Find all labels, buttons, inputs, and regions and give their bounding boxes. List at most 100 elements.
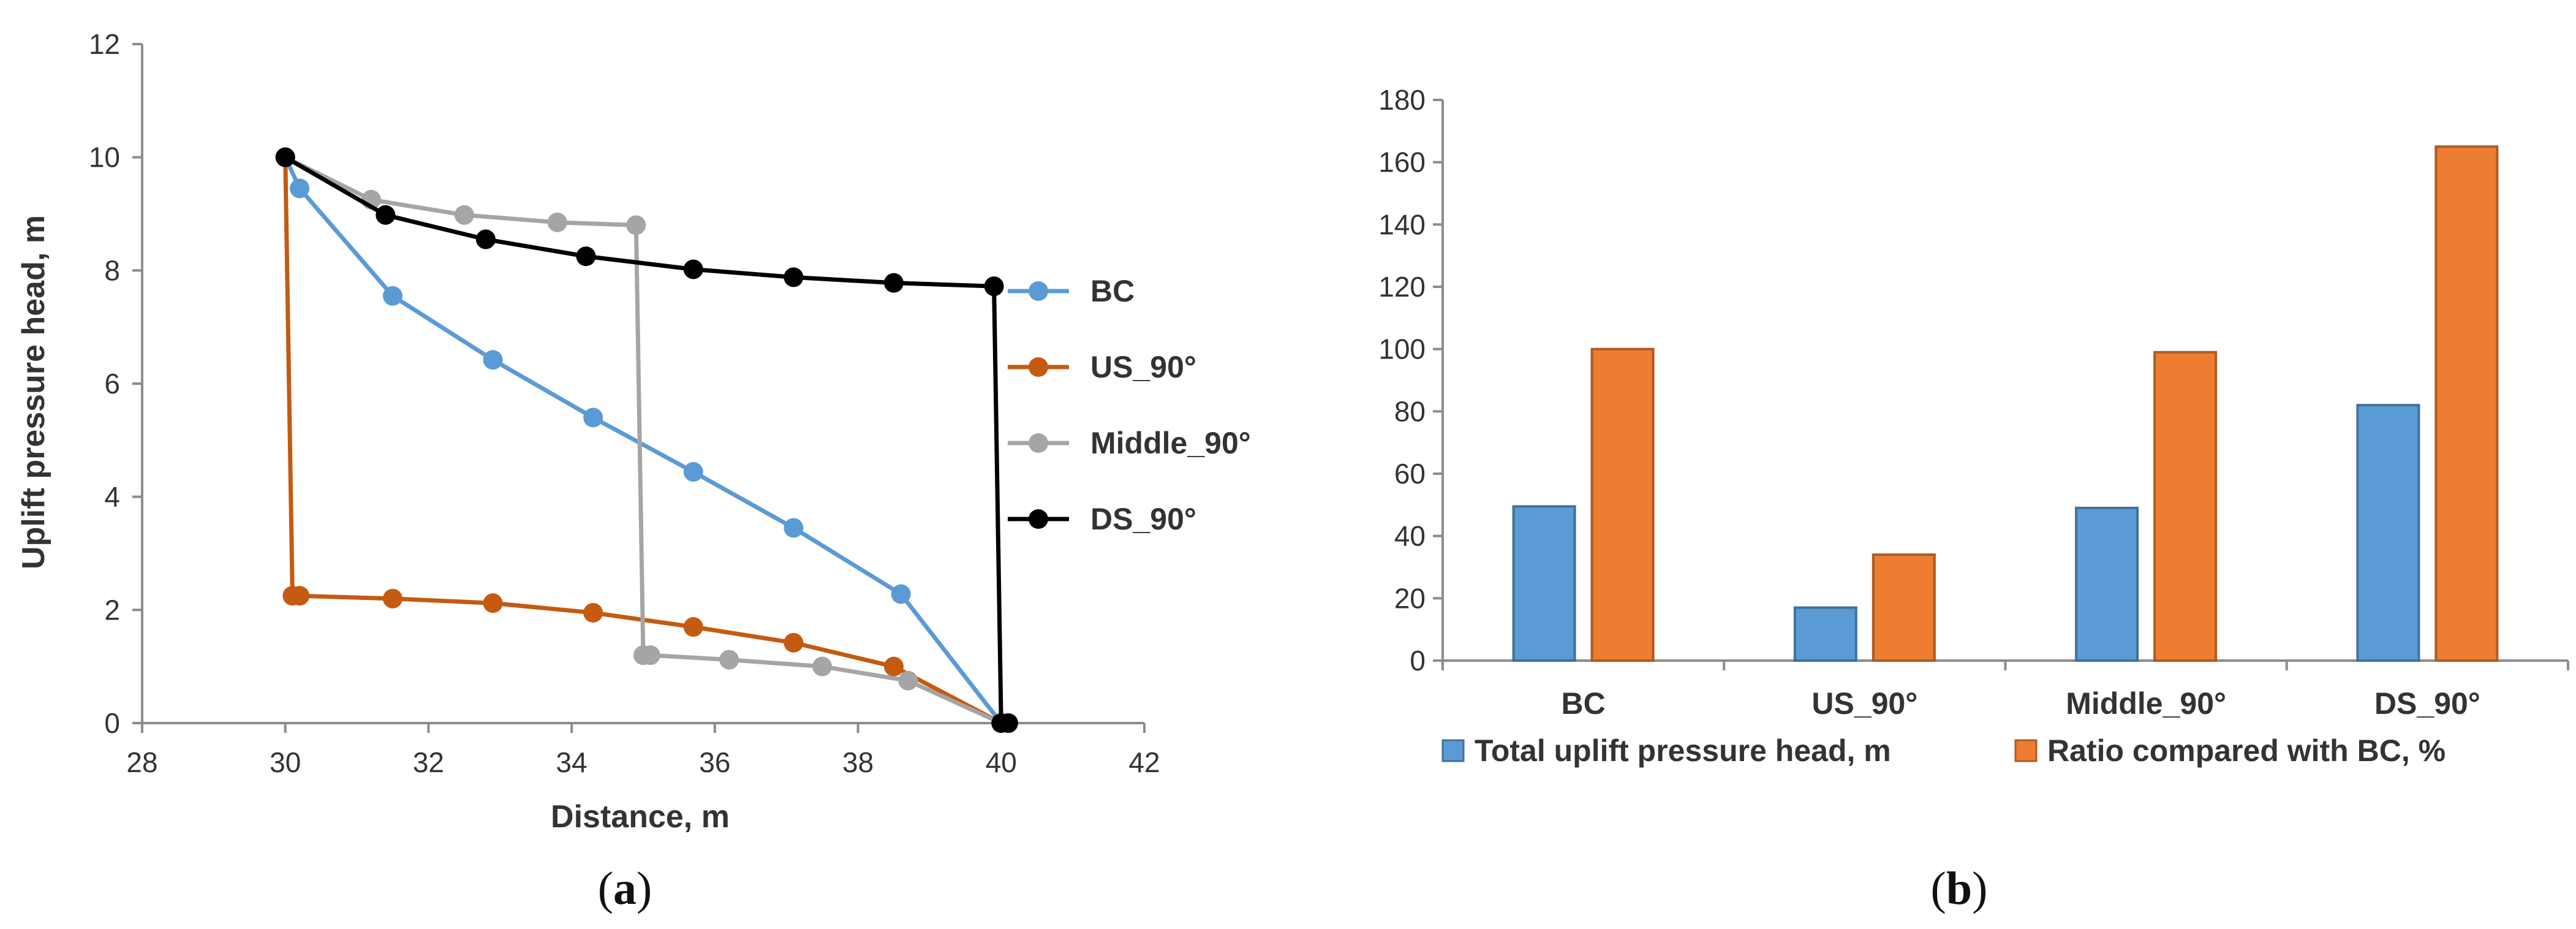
data-point bbox=[719, 650, 739, 670]
legend-swatch bbox=[2014, 739, 2038, 762]
y-tick-label: 2 bbox=[104, 594, 120, 626]
data-point bbox=[583, 602, 603, 623]
legend-label: Middle_90° bbox=[1090, 426, 1251, 460]
x-tick-label: 38 bbox=[842, 746, 874, 778]
category-label: US_90° bbox=[1811, 686, 1917, 721]
series-line bbox=[284, 155, 1002, 726]
y-tick-labels: 0 20 40 60 80 100 120 140 160 180 bbox=[1378, 84, 1426, 677]
data-point bbox=[454, 205, 474, 225]
legend-label: BC bbox=[1090, 274, 1135, 308]
y-tick-label: 40 bbox=[1394, 520, 1426, 552]
series-line bbox=[284, 155, 1008, 726]
y-tick-label: 20 bbox=[1394, 582, 1426, 614]
y-tick-labels: 0 2 4 6 8 10 12 bbox=[89, 28, 120, 739]
category-label: Middle_90° bbox=[2066, 686, 2226, 721]
y-tick-label: 12 bbox=[89, 28, 120, 60]
bar-total-uplift bbox=[1793, 606, 1857, 662]
bar-ratio bbox=[1590, 347, 1655, 662]
line-chart-panel: 0 2 4 6 8 10 12 28 30 32 34 36 38 40 42 Uplift pressu… bbox=[16, 28, 1251, 835]
data-point bbox=[626, 215, 646, 235]
y-tick-label: 80 bbox=[1394, 395, 1426, 427]
data-point bbox=[984, 276, 1004, 297]
bar-chart-panel: 0 20 40 60 80 100 120 140 160 180 BC US_90° Middle_… bbox=[1378, 84, 2569, 768]
legend-marker bbox=[1029, 357, 1048, 377]
category-label: BC bbox=[1562, 686, 1606, 721]
series-DS_90° bbox=[275, 147, 1018, 733]
y-tick-label: 0 bbox=[104, 707, 120, 739]
legend-label: DS_90° bbox=[1090, 502, 1196, 536]
data-point bbox=[998, 713, 1018, 733]
data-point bbox=[290, 178, 310, 199]
data-point bbox=[812, 656, 833, 677]
data-point bbox=[884, 656, 904, 677]
data-point bbox=[884, 273, 904, 293]
data-point bbox=[683, 617, 703, 637]
y-tick-label: 140 bbox=[1378, 208, 1426, 240]
legend-label: Ratio compared with BC, % bbox=[2047, 734, 2446, 768]
y-tick-label: 0 bbox=[1410, 645, 1426, 677]
legend-label: Total uplift pressure head, m bbox=[1475, 734, 1891, 768]
category-label: DS_90° bbox=[2374, 686, 2480, 721]
x-tick-labels: 28 30 32 34 36 38 40 42 bbox=[126, 746, 1160, 778]
data-point bbox=[576, 246, 596, 267]
axes bbox=[132, 43, 1146, 733]
bar-total-uplift bbox=[2075, 506, 2139, 662]
caption-a: (a) bbox=[598, 863, 652, 914]
bar-ratio bbox=[2153, 351, 2218, 662]
y-tick-label: 10 bbox=[89, 142, 120, 173]
bar-total-uplift bbox=[1512, 505, 1576, 662]
legend-marker bbox=[1029, 433, 1048, 453]
data-point bbox=[784, 632, 804, 653]
y-tick-label: 60 bbox=[1394, 458, 1426, 490]
legend-label: US_90° bbox=[1090, 350, 1196, 384]
data-point bbox=[483, 593, 503, 613]
y-tick-label: 120 bbox=[1378, 271, 1426, 303]
data-point bbox=[583, 408, 603, 428]
bar-ratio bbox=[2434, 145, 2499, 662]
data-point bbox=[784, 267, 804, 287]
y-tick-label: 160 bbox=[1378, 146, 1426, 178]
series-BC bbox=[275, 147, 1011, 733]
x-tick-label: 32 bbox=[413, 746, 444, 778]
data-point bbox=[784, 518, 804, 538]
legend: Total uplift pressure head, m Ratio compa… bbox=[1441, 734, 2446, 768]
category-labels: BC US_90° Middle_90° DS_90° bbox=[1562, 686, 2480, 721]
x-axis-title: Distance, m bbox=[551, 799, 730, 835]
data-point bbox=[275, 147, 295, 167]
bar-ratio bbox=[1872, 553, 1936, 662]
y-tick-label: 180 bbox=[1378, 84, 1426, 116]
series-Middle_90° bbox=[275, 147, 1011, 733]
x-tick-label: 28 bbox=[126, 746, 157, 778]
data-point bbox=[683, 462, 703, 482]
legend: BC US_90° Middle_90° DS_90° bbox=[1008, 274, 1251, 536]
data-point bbox=[290, 586, 310, 606]
bar-total-uplift bbox=[2356, 404, 2420, 662]
data-point bbox=[483, 350, 503, 370]
data-point bbox=[383, 286, 402, 306]
legend-marker bbox=[1029, 281, 1048, 301]
x-tick-label: 30 bbox=[270, 746, 301, 778]
bars bbox=[1512, 145, 2499, 662]
x-tick-label: 36 bbox=[699, 746, 730, 778]
x-tick-label: 40 bbox=[986, 746, 1017, 778]
y-tick-label: 8 bbox=[104, 254, 120, 286]
data-point bbox=[475, 229, 496, 249]
data-point bbox=[383, 588, 402, 609]
series-lines bbox=[275, 147, 1018, 733]
data-point bbox=[640, 645, 660, 665]
data-point bbox=[683, 259, 703, 279]
y-tick-label: 100 bbox=[1378, 333, 1426, 365]
x-tick-label: 34 bbox=[556, 746, 587, 778]
y-tick-label: 6 bbox=[104, 368, 120, 400]
legend-swatch bbox=[1441, 739, 1465, 762]
y-tick-label: 4 bbox=[104, 481, 120, 513]
data-point bbox=[547, 212, 567, 232]
data-point bbox=[376, 205, 396, 225]
legend-marker bbox=[1029, 509, 1048, 529]
data-point bbox=[898, 670, 918, 691]
x-tick-label: 42 bbox=[1128, 746, 1160, 778]
caption-b: (b) bbox=[1931, 863, 1988, 914]
y-axis-title: Uplift pressure head, m bbox=[16, 215, 51, 569]
data-point bbox=[891, 584, 911, 604]
